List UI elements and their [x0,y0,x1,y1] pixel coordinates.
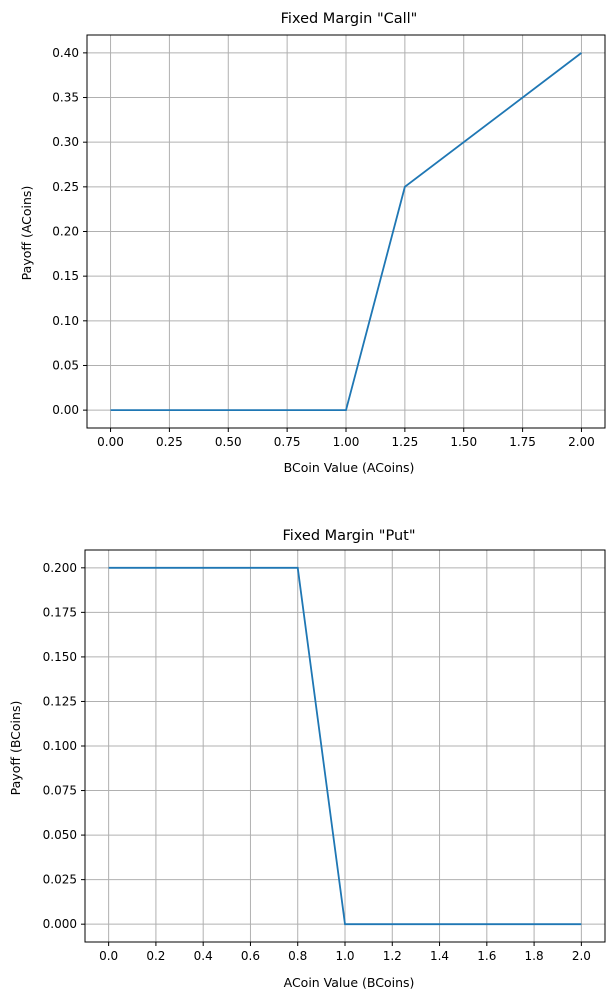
y-tick-label: 0.000 [43,917,77,931]
x-tick-label: 0.4 [194,949,213,963]
y-tick-label: 0.200 [43,561,77,575]
x-tick-label: 0.0 [99,949,118,963]
y-axis-ticks: 0.000 0.025 0.050 0.075 0.100 0.125 0.150 0.175… [43,561,85,931]
x-axis-label: BCoin Value (ACoins) [284,460,415,475]
call-payoff-chart: Fixed Margin "Call" BCoin Value (ACoins)… [19,11,606,475]
x-axis-label: ACoin Value (BCoins) [284,975,415,990]
grid [87,35,605,428]
y-tick-label: 0.15 [52,269,79,283]
x-tick-label: 2.0 [572,949,591,963]
x-tick-label: 0.6 [241,949,260,963]
x-tick-label: 1.25 [392,435,419,449]
series-line [110,52,582,412]
y-tick-label: 0.175 [43,605,77,619]
x-tick-label: 1.2 [383,949,402,963]
y-tick-label: 0.150 [43,650,77,664]
chart-title: Fixed Margin "Call" [281,11,418,27]
y-tick-label: 0.30 [52,135,79,149]
y-tick-label: 0.025 [43,873,77,887]
y-tick-label: 0.125 [43,694,77,708]
x-tick-label: 0.8 [288,949,307,963]
x-tick-label: 0.00 [97,435,124,449]
grid [85,550,605,942]
y-tick-label: 0.35 [52,91,79,105]
x-tick-label: 1.75 [509,435,536,449]
y-tick-label: 0.10 [52,314,79,328]
x-tick-label: 1.4 [430,949,449,963]
chart-title: Fixed Margin "Put" [282,528,415,544]
y-tick-label: 0.075 [43,784,77,798]
x-tick-label: 0.2 [146,949,165,963]
y-tick-label: 0.050 [43,828,77,842]
x-tick-label: 1.8 [525,949,544,963]
x-tick-label: 0.25 [156,435,183,449]
y-tick-label: 0.00 [52,403,79,417]
series-line [108,566,582,926]
put-payoff-chart: Fixed Margin "Put" ACoin Value (BCoins) … [8,528,606,990]
x-tick-label: 0.50 [215,435,242,449]
x-axis-ticks: 0.00 0.25 0.50 0.75 1.00 1.25 1.50 1.75 2.00 [97,428,595,449]
x-axis-ticks: 0.0 0.2 0.4 0.6 0.8 1.0 1.2 1.4 1.6 1.8 2.0 [99,942,591,963]
x-tick-label: 2.00 [568,435,595,449]
y-tick-label: 0.25 [52,180,79,194]
x-tick-label: 1.50 [450,435,477,449]
y-tick-label: 0.20 [52,225,79,239]
x-tick-label: 1.6 [477,949,496,963]
y-tick-label: 0.100 [43,739,77,753]
x-tick-label: 0.75 [274,435,301,449]
y-axis-label: Payoff (BCoins) [8,701,23,796]
y-tick-label: 0.40 [52,46,79,60]
x-tick-label: 1.00 [333,435,360,449]
x-tick-label: 1.0 [335,949,354,963]
y-axis-label: Payoff (ACoins) [19,186,34,281]
y-axis-ticks: 0.00 0.05 0.10 0.15 0.20 0.25 0.30 0.35 0.40 [52,46,87,417]
y-tick-label: 0.05 [52,358,79,372]
